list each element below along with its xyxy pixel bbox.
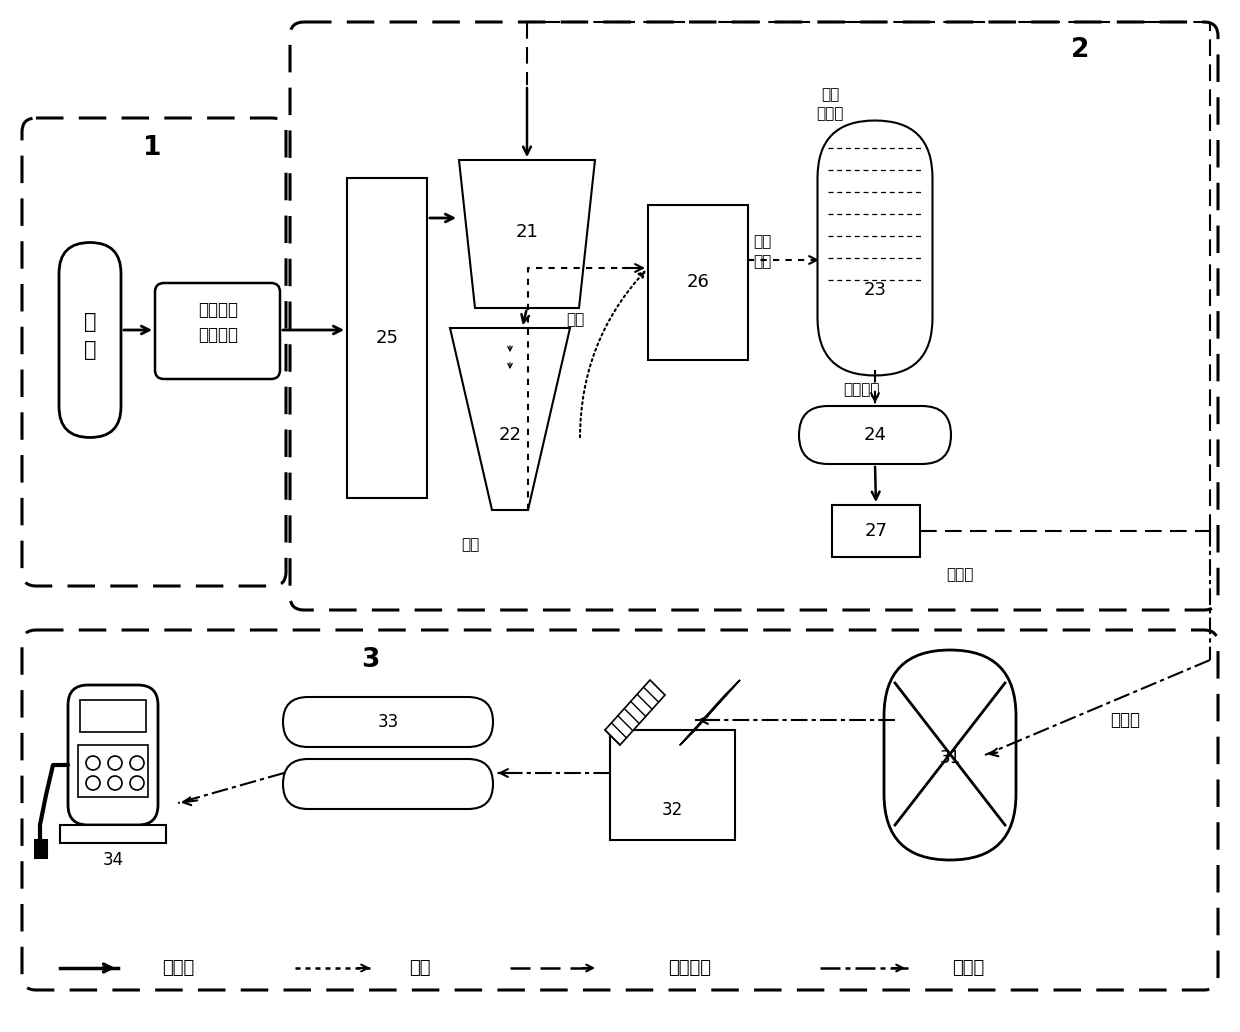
Text: 1: 1 bbox=[143, 135, 161, 161]
Text: 粗氢气: 粗氢气 bbox=[1110, 711, 1140, 729]
Circle shape bbox=[130, 776, 144, 791]
Bar bbox=[347, 178, 427, 498]
Text: 25: 25 bbox=[376, 329, 398, 347]
Text: 23: 23 bbox=[863, 281, 887, 299]
Polygon shape bbox=[450, 328, 570, 510]
Bar bbox=[78, 745, 148, 797]
Circle shape bbox=[86, 776, 100, 791]
Polygon shape bbox=[605, 680, 665, 745]
FancyBboxPatch shape bbox=[60, 243, 122, 438]
Text: 32: 32 bbox=[661, 801, 683, 819]
Text: 27: 27 bbox=[864, 522, 888, 540]
Circle shape bbox=[108, 776, 122, 791]
Text: 26: 26 bbox=[687, 273, 709, 291]
Bar bbox=[649, 205, 748, 360]
Polygon shape bbox=[680, 680, 740, 745]
FancyBboxPatch shape bbox=[155, 283, 280, 379]
Text: 2: 2 bbox=[1071, 37, 1089, 63]
Text: 铝流: 铝流 bbox=[409, 959, 430, 977]
Text: 34: 34 bbox=[103, 851, 124, 869]
Text: 能量流: 能量流 bbox=[162, 959, 195, 977]
Circle shape bbox=[130, 756, 144, 770]
Text: 能: 能 bbox=[84, 340, 97, 360]
Text: 氧化铝: 氧化铝 bbox=[816, 106, 843, 122]
Circle shape bbox=[86, 756, 100, 770]
Text: 永磁直驱: 永磁直驱 bbox=[198, 301, 238, 319]
Text: 氧化铝流: 氧化铝流 bbox=[668, 959, 712, 977]
FancyBboxPatch shape bbox=[283, 697, 494, 747]
Text: 风: 风 bbox=[84, 312, 97, 332]
FancyBboxPatch shape bbox=[68, 685, 157, 825]
FancyBboxPatch shape bbox=[283, 759, 494, 809]
Text: 3: 3 bbox=[361, 647, 379, 673]
Polygon shape bbox=[459, 160, 595, 308]
Bar bbox=[35, 840, 47, 858]
FancyBboxPatch shape bbox=[884, 650, 1016, 860]
Bar bbox=[60, 825, 166, 843]
FancyBboxPatch shape bbox=[799, 406, 951, 464]
Bar bbox=[832, 505, 920, 557]
Text: 31: 31 bbox=[940, 749, 961, 767]
Bar bbox=[81, 700, 146, 732]
Circle shape bbox=[108, 756, 122, 770]
Text: 输运: 输运 bbox=[753, 255, 771, 269]
Text: 氢氧化铝: 氢氧化铝 bbox=[843, 383, 880, 397]
Text: 氢气流: 氢气流 bbox=[952, 959, 985, 977]
Text: 输运: 输运 bbox=[821, 88, 839, 102]
Text: 铝粉: 铝粉 bbox=[753, 234, 771, 250]
Text: 铝粉: 铝粉 bbox=[461, 538, 479, 552]
Text: 22: 22 bbox=[498, 426, 522, 444]
Text: 风电机组: 风电机组 bbox=[198, 326, 238, 344]
Text: 24: 24 bbox=[863, 426, 887, 444]
FancyBboxPatch shape bbox=[817, 121, 932, 376]
Text: 铝液: 铝液 bbox=[565, 313, 584, 327]
Bar bbox=[610, 730, 735, 840]
Text: 21: 21 bbox=[516, 223, 538, 241]
Text: 33: 33 bbox=[377, 713, 398, 731]
Text: 氧化铝: 氧化铝 bbox=[946, 568, 973, 582]
